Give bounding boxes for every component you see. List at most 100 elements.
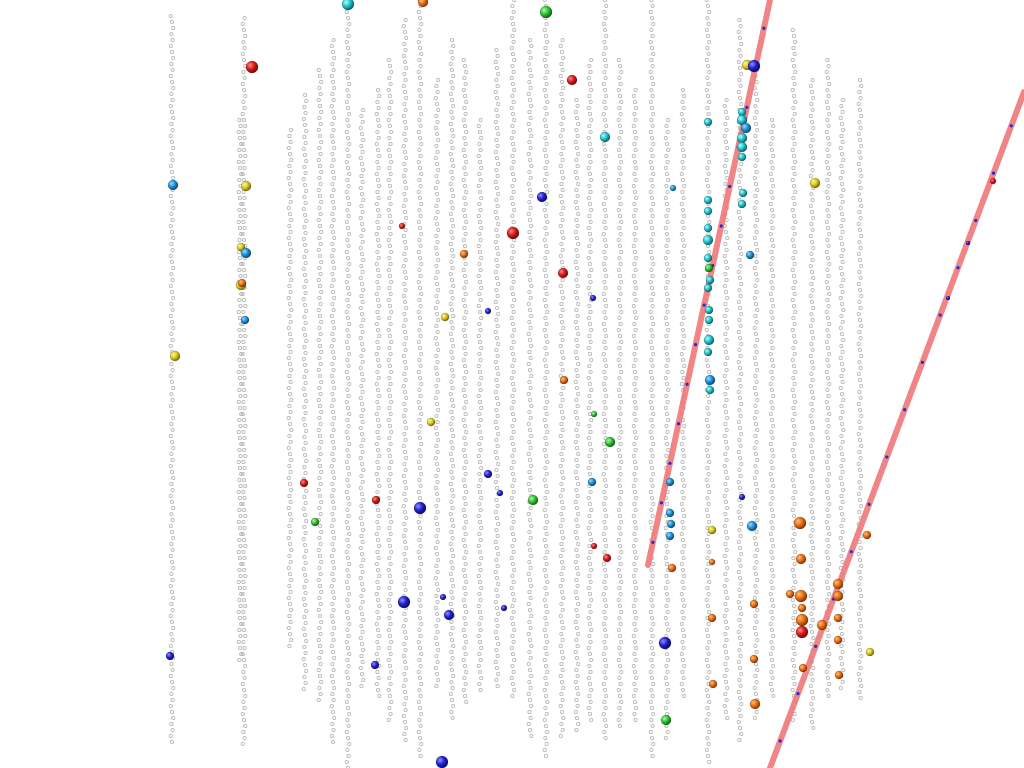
optical-module bbox=[794, 250, 797, 253]
optical-module bbox=[633, 400, 636, 403]
optical-module bbox=[650, 196, 653, 199]
optical-module bbox=[511, 184, 514, 187]
optical-module bbox=[451, 206, 454, 209]
optical-module bbox=[305, 519, 308, 522]
optical-module bbox=[242, 370, 245, 373]
optical-module bbox=[331, 242, 334, 245]
optical-module bbox=[303, 555, 306, 558]
optical-module bbox=[755, 410, 758, 413]
optical-module bbox=[419, 124, 422, 127]
optical-module bbox=[632, 94, 635, 97]
optical-module bbox=[318, 596, 321, 599]
optical-module bbox=[604, 466, 607, 469]
optical-module bbox=[435, 282, 438, 285]
optical-module bbox=[170, 200, 173, 203]
optical-module bbox=[376, 358, 379, 361]
optical-module bbox=[287, 266, 290, 269]
optical-module bbox=[331, 332, 334, 335]
optical-module bbox=[172, 476, 175, 479]
optical-module bbox=[403, 330, 406, 333]
optical-module bbox=[858, 288, 861, 291]
optical-module bbox=[419, 214, 422, 217]
optical-module bbox=[561, 698, 564, 701]
optical-module bbox=[681, 178, 684, 181]
optical-module bbox=[772, 544, 775, 547]
optical-module bbox=[319, 332, 322, 335]
optical-module bbox=[419, 514, 422, 517]
optical-module bbox=[479, 118, 482, 121]
optical-module bbox=[839, 356, 842, 359]
optical-module bbox=[577, 212, 580, 215]
optical-module bbox=[243, 556, 246, 559]
hit-sphere-blue bbox=[484, 470, 492, 478]
hit-sphere-orange bbox=[709, 559, 715, 565]
optical-module bbox=[857, 192, 860, 195]
optical-module bbox=[403, 102, 406, 105]
optical-module bbox=[403, 180, 406, 183]
optical-module bbox=[510, 286, 513, 289]
hit-sphere-blue bbox=[436, 756, 448, 768]
optical-module bbox=[811, 138, 814, 141]
optical-module bbox=[435, 414, 438, 417]
optical-module bbox=[860, 354, 863, 357]
optical-module bbox=[449, 92, 452, 95]
optical-module bbox=[437, 258, 440, 261]
optical-module bbox=[511, 202, 514, 205]
optical-module bbox=[450, 350, 453, 353]
optical-module bbox=[588, 664, 591, 667]
optical-module bbox=[682, 136, 685, 139]
optical-module bbox=[463, 454, 466, 457]
optical-module bbox=[478, 310, 481, 313]
optical-module bbox=[706, 676, 709, 679]
optical-module bbox=[402, 564, 405, 567]
hit-sphere-cyan bbox=[738, 200, 746, 208]
optical-module bbox=[435, 114, 438, 117]
optical-module bbox=[436, 210, 439, 213]
optical-module bbox=[825, 580, 828, 583]
optical-module bbox=[513, 388, 516, 391]
optical-module bbox=[618, 136, 621, 139]
optical-module bbox=[665, 244, 668, 247]
optical-module bbox=[792, 406, 795, 409]
hit-sphere-yellow bbox=[427, 418, 435, 426]
optical-module bbox=[603, 400, 606, 403]
optical-module bbox=[683, 694, 686, 697]
optical-module bbox=[387, 448, 390, 451]
optical-module bbox=[587, 436, 590, 439]
optical-module bbox=[347, 754, 350, 757]
optical-module bbox=[302, 237, 305, 240]
optical-module bbox=[857, 402, 860, 405]
optical-module bbox=[841, 530, 844, 533]
optical-module bbox=[346, 646, 349, 649]
optical-module bbox=[237, 520, 240, 523]
track-marker bbox=[850, 550, 853, 553]
optical-module bbox=[649, 310, 652, 313]
optical-module bbox=[317, 338, 320, 341]
optical-module bbox=[725, 158, 728, 161]
optical-module bbox=[723, 644, 726, 647]
optical-module bbox=[346, 418, 349, 421]
optical-module bbox=[754, 332, 757, 335]
optical-module bbox=[403, 210, 406, 213]
optical-module bbox=[333, 236, 336, 239]
track-marker bbox=[703, 304, 706, 307]
optical-module bbox=[494, 240, 497, 243]
optical-module bbox=[495, 66, 498, 69]
optical-module bbox=[577, 182, 580, 185]
optical-module bbox=[170, 470, 173, 473]
optical-module bbox=[465, 340, 468, 343]
optical-module bbox=[376, 310, 379, 313]
optical-module bbox=[405, 726, 408, 729]
optical-module bbox=[171, 278, 174, 281]
optical-module bbox=[377, 256, 380, 259]
optical-module bbox=[604, 496, 607, 499]
optical-module bbox=[387, 148, 390, 151]
optical-module bbox=[420, 742, 423, 745]
optical-module bbox=[825, 490, 828, 493]
optical-module bbox=[529, 566, 532, 569]
optical-module bbox=[560, 500, 563, 503]
detector-string bbox=[574, 98, 580, 731]
hit-sphere-orange bbox=[795, 590, 807, 602]
optical-module bbox=[588, 322, 591, 325]
